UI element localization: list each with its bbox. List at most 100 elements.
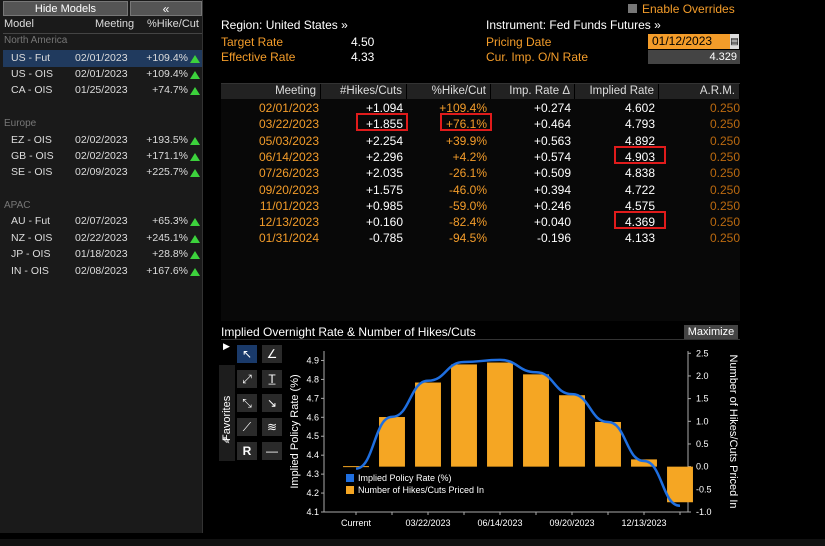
cell-imp-delta: +0.274 [533, 101, 571, 115]
model-name: US - OIS [11, 68, 54, 80]
table-row[interactable]: 02/01/2023 +1.094 +109.4% +0.274 4.602 0.250 [221, 100, 740, 117]
legend-swatch-rate [346, 474, 354, 482]
cell-meeting: 11/01/2023 [259, 198, 319, 213]
channel-icon[interactable]: ⟋ [237, 418, 257, 436]
chart-divider [221, 339, 740, 340]
model-row-us-ois[interactable]: US - OIS 02/01/2023 +109.4% [3, 66, 202, 83]
cell-meeting: 03/22/2023 [258, 117, 319, 132]
models-panel [0, 0, 203, 533]
cell-pct: +109.4% [439, 101, 487, 115]
cell-implied-rate: 4.369 [624, 215, 655, 230]
model-row-ez-ois[interactable]: EZ - OIS 02/02/2023 +193.5% [3, 132, 202, 149]
col-imp-delta[interactable]: Imp. Rate Δ [491, 84, 575, 99]
expand-icon[interactable]: ▶ [223, 341, 230, 351]
fib-icon[interactable]: ≋ [262, 418, 282, 436]
text-tool-icon[interactable]: T̲ [262, 370, 282, 388]
col-arm[interactable]: A.R.M. [659, 84, 740, 99]
horizontal-line-icon[interactable]: — [262, 442, 282, 460]
cell-arm: 0.250 [709, 149, 740, 164]
cell-hikes: +2.035 [365, 166, 403, 181]
region-selector[interactable]: Region: United States » [221, 18, 348, 32]
model-row-se-ois[interactable]: SE - OIS 02/09/2023 +225.7% [3, 164, 202, 181]
draw-line-icon[interactable]: ∠ [262, 345, 282, 363]
instrument-selector[interactable]: Instrument: Fed Funds Futures » [486, 18, 661, 32]
model-name: CA - OIS [11, 84, 53, 96]
model-row-jp-ois[interactable]: JP - OIS 01/18/2023 +28.8% [3, 246, 202, 263]
highlight-box [614, 211, 666, 229]
pointer-icon[interactable]: ↖ [237, 345, 257, 363]
arrow-icon[interactable]: ↘ [262, 394, 282, 412]
cell-imp-delta: +0.574 [533, 149, 571, 164]
cell-meeting: 07/26/2023 [258, 166, 319, 181]
model-row-ca-ois[interactable]: CA - OIS 01/25/2023 +74.7% [3, 82, 202, 99]
trendline-icon[interactable]: ⤢ [237, 370, 257, 388]
cell-meeting: 12/13/2023 [258, 215, 319, 230]
table-row[interactable]: 12/13/2023 +0.160 -82.4% +0.040 4.369 0.250 [221, 214, 740, 231]
hide-models-button[interactable]: Hide Models [3, 1, 128, 16]
meeting-column-header[interactable]: Meeting [95, 18, 135, 30]
y2-tick-label: 1.0 [696, 416, 709, 426]
reset-icon[interactable]: R [237, 442, 257, 460]
table-row[interactable]: 01/31/2024 -0.785 -94.5% -0.196 4.133 0.250 [221, 230, 740, 247]
table-row[interactable]: 03/22/2023 +1.855 +76.1% +0.464 4.793 0.250 [221, 116, 740, 133]
cell-arm: 0.250 [709, 101, 740, 115]
model-name: SE - OIS [11, 166, 53, 178]
col-pct[interactable]: %Hike/Cut [407, 84, 491, 99]
col-implied-rate[interactable]: Implied Rate [575, 84, 659, 99]
maximize-button[interactable]: Maximize [684, 325, 738, 339]
ray-icon[interactable]: ⤡ [237, 394, 257, 412]
cell-implied-rate: 4.133 [624, 231, 655, 246]
section-north-america: North America [4, 35, 68, 46]
col-hikes[interactable]: #Hikes/Cuts [321, 84, 407, 99]
cell-imp-delta: +0.394 [533, 182, 571, 197]
y-axis-label: Implied Policy Rate (%) [289, 374, 301, 488]
cell-arm: 0.250 [709, 231, 740, 246]
model-row-in-ois[interactable]: IN - OIS 02/08/2023 +167.6% [3, 263, 202, 280]
table-row[interactable]: 09/20/2023 +1.575 -46.0% +0.394 4.722 0.250 [221, 182, 740, 199]
cell-hikes: +2.296 [365, 149, 403, 164]
enable-overrides-checkbox[interactable] [628, 4, 637, 13]
cell-implied-rate: 4.903 [624, 149, 655, 164]
model-name: AU - Fut [11, 215, 51, 227]
model-hike: +74.7% [152, 84, 188, 96]
pencil-icon[interactable]: ✎ [222, 436, 231, 447]
cell-imp-delta: +0.464 [533, 117, 571, 132]
model-row-gb-ois[interactable]: GB - OIS 02/02/2023 +171.1% [3, 148, 202, 165]
effective-rate-label: Effective Rate [221, 50, 296, 64]
table-row[interactable]: 05/03/2023 +2.254 +39.9% +0.563 4.892 0.250 [221, 133, 740, 150]
enable-overrides-label[interactable]: Enable Overrides [642, 2, 735, 16]
chart: 4.9 4.8 4.7 4.6 4.5 4.4 4.3 4.2 4.1 2.5 2.0 1.5 1.0 0… [289, 348, 739, 528]
table-row[interactable]: 11/01/2023 +0.985 -59.0% +0.246 4.575 0.250 [221, 198, 740, 215]
model-row-us-fut[interactable]: US - Fut 02/01/2023 +109.4% [3, 50, 202, 67]
model-column-header[interactable]: Model [4, 18, 34, 30]
hike-column-header[interactable]: %Hike/Cut [147, 18, 199, 30]
status-strip [0, 539, 825, 546]
col-meeting[interactable]: Meeting [221, 84, 321, 99]
collapse-panel-button[interactable]: « [130, 1, 202, 16]
up-arrow-icon [190, 137, 200, 145]
bar [379, 417, 405, 467]
calendar-icon[interactable]: ▤ [730, 34, 739, 49]
cell-hikes: +0.160 [365, 215, 403, 230]
model-row-au-fut[interactable]: AU - Fut 02/07/2023 +65.3% [3, 213, 202, 230]
up-arrow-icon [190, 251, 200, 259]
x-tick-label: 03/22/2023 [405, 518, 450, 528]
model-hike: +28.8% [152, 248, 188, 260]
bar [523, 374, 549, 467]
cell-meeting: 02/01/2023 [258, 101, 319, 115]
cell-pct: +39.9% [445, 133, 487, 148]
cell-meeting: 09/20/2023 [258, 182, 319, 197]
favorites-tab[interactable]: Favorites [219, 365, 235, 461]
cell-hikes: +0.985 [365, 198, 403, 213]
cell-pct: -46.0% [448, 182, 487, 197]
highlight-box [356, 113, 408, 131]
y-tick-label: 4.4 [306, 450, 319, 460]
table-row[interactable]: 07/26/2023 +2.035 -26.1% +0.509 4.838 0.250 [221, 165, 740, 182]
table-row[interactable]: 06/14/2023 +2.296 +4.2% +0.574 4.903 0.250 [221, 149, 740, 166]
x-tick-label: 09/20/2023 [549, 518, 594, 528]
model-row-nz-ois[interactable]: NZ - OIS 02/22/2023 +245.1% [3, 230, 202, 247]
y2-tick-label: 2.0 [696, 371, 709, 381]
cell-arm: 0.250 [709, 215, 740, 230]
y-tick-label: 4.8 [306, 374, 319, 384]
pricing-date-input[interactable]: 01/12/2023 [648, 34, 730, 49]
